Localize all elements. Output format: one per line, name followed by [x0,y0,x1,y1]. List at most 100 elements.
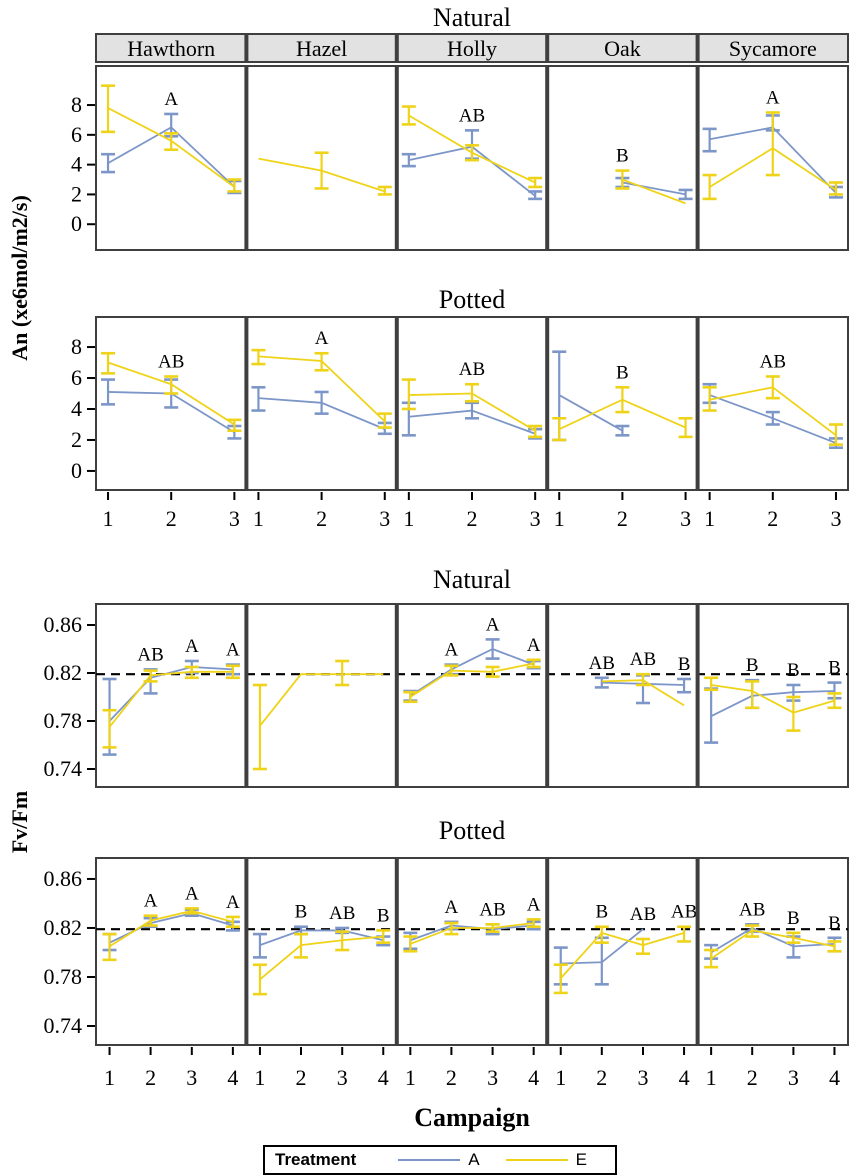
x-tick-label: 4 [227,1065,238,1090]
y-tick-label: 4 [71,396,82,421]
sig-letter: A [315,328,329,349]
legend-label-e: E [575,1150,587,1169]
legend-line-e [505,1159,568,1161]
x-tick-label: 3 [337,1065,348,1090]
x-tick-label: 1 [555,1065,566,1090]
panel-oak-natural [546,65,699,251]
x-tick-label: 3 [788,1065,799,1090]
x-tick-label: 2 [166,506,177,531]
x-tick-label: 2 [316,506,327,531]
sig-letter: B [616,362,629,383]
x-tick-label: 1 [253,506,264,531]
sig-letter: A [185,636,199,657]
x-tick-label: 3 [229,506,240,531]
strip-label: Oak [604,36,641,61]
y-tick-label: 6 [71,122,82,147]
y-tick-label: 8 [71,92,82,117]
x-tick-label: 4 [679,1065,690,1090]
sig-letter: A [164,89,178,110]
panel-hazel-natural [245,603,398,788]
x-tick-label: 2 [467,506,478,531]
series-a-sycamore [710,690,835,718]
x-tick-label: 1 [104,1065,115,1090]
sig-letter: AB [137,644,163,665]
series-e-oak [622,178,686,205]
sig-letter: AB [479,899,505,920]
x-tick-label: 2 [446,1065,457,1090]
panel-oak-potted [546,857,699,1046]
series-e-oak [560,931,685,979]
sig-letter: A [527,894,541,915]
sig-letter: B [377,905,390,926]
y-tick-label: 0.86 [44,866,83,891]
x-tick-label: 3 [186,1065,197,1090]
sig-letter: AB [329,903,355,924]
x-tick-label: 4 [829,1065,840,1090]
sig-letter: AB [760,351,786,372]
series-e-hawthorn [109,909,234,948]
x-tick-label: 4 [378,1065,389,1090]
sig-letter: A [226,640,240,661]
x-tick-label: 2 [596,1065,607,1090]
sig-letter: A [226,892,240,913]
legend: Treatment A E [263,1145,617,1175]
series-e-sycamore [711,684,835,714]
y-tick-label: 4 [71,152,82,177]
strip-label: Hawthorn [127,36,215,61]
y-tick-label: 0.74 [44,1013,83,1038]
x-tick-label: 1 [706,1065,717,1090]
strip-label: Holly [447,36,497,61]
strip-label: Hazel [296,36,347,61]
y-tick-label: 6 [71,365,82,390]
y-tick-label: 0 [71,458,82,483]
series-a-holly [409,648,534,697]
sig-letter: AB [589,653,615,674]
sig-letter: AB [459,105,485,126]
x-tick-label: 2 [145,1065,156,1090]
x-tick-label: 3 [638,1065,649,1090]
y-tick-label: 0.74 [44,756,83,781]
y-tick-label: 0 [71,211,82,236]
sig-letter: B [746,655,759,676]
sig-letter: A [445,640,459,661]
panel-hawthorn-natural [95,603,248,788]
legend-label-a: A [468,1150,480,1169]
series-a-hazel [259,929,384,946]
x-tick-label: 1 [403,506,414,531]
y-tick-label: 0.86 [44,612,83,637]
series-e-hawthorn [108,670,233,728]
panel-holly-potted [395,857,549,1046]
x-axis-label-campaign: Campaign [414,1103,530,1132]
strip-holly [395,33,549,63]
legend-line-a [398,1159,461,1161]
x-tick-label: 3 [379,506,390,531]
series-e-sycamore [710,929,835,960]
x-tick-label: 1 [554,506,565,531]
series-e-holly [410,922,534,945]
sig-letter: AB [671,902,697,923]
legend-title: Treatment [275,1150,357,1169]
sig-letter: B [787,908,800,929]
series-a-hawthorn [108,666,233,722]
y-tick-label: 0.78 [44,708,83,733]
sig-letter: B [828,658,841,679]
x-tick-label: 3 [680,506,691,531]
x-tick-label: 2 [767,506,778,531]
y-tick-label: 2 [71,181,82,206]
series-e-holly [409,662,534,698]
series-a-oak [558,394,623,432]
y-tick-label: 0.78 [44,964,83,989]
sig-letter: B [616,146,629,167]
x-tick-label: 1 [103,506,114,531]
sig-letter: A [486,614,500,635]
panel-hazel-potted [245,316,398,491]
facet-row-title: Potted [439,285,505,314]
y-tick-label: 8 [71,334,82,359]
sig-letter: B [595,902,608,923]
strip-label: Sycamore [729,36,817,61]
panel-hawthorn-potted [95,857,248,1046]
panel-hawthorn-natural [95,65,248,251]
facet-row-title: Potted [439,816,505,845]
